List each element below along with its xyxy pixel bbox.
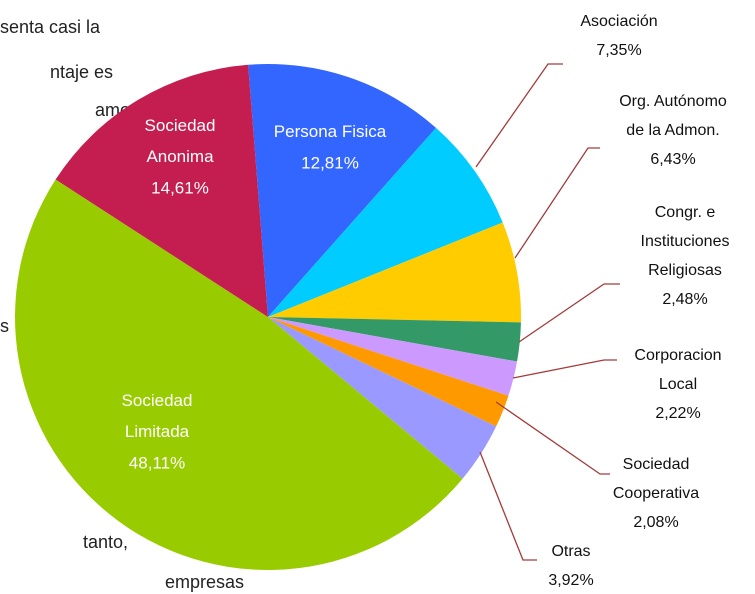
leader-line <box>512 359 617 379</box>
pie-slice <box>268 317 521 362</box>
value-label: 12,81% <box>301 153 359 172</box>
slice-label: Org. Autónomo de la Admon. <box>619 93 727 139</box>
value-label: 2,48% <box>662 291 707 308</box>
value-label: 2,08% <box>633 514 678 531</box>
slice-label: Sociedad Anonima <box>145 116 216 166</box>
pie-slice <box>268 127 503 317</box>
pie-slice <box>268 317 497 479</box>
slice-label: Persona Fisica <box>274 122 387 141</box>
label-line: Corporacion <box>634 347 721 364</box>
leader-line <box>475 63 563 168</box>
slice-label: Corporacion Local <box>634 347 721 393</box>
paragraph-fragment: empresas <box>165 572 244 592</box>
label-line: Instituciones <box>641 233 730 250</box>
value-label: 14,61% <box>151 178 209 197</box>
pie-slice <box>248 64 437 318</box>
leader-line <box>479 451 537 561</box>
leader-line <box>495 401 610 475</box>
paragraph-fragment: tanto, <box>83 532 128 552</box>
paragraph-fragment: ntaje es <box>50 62 113 82</box>
label-line: Sociedad <box>145 116 216 135</box>
label-line: Congr. e <box>655 204 716 221</box>
value-label: 6,43% <box>650 151 695 168</box>
slice-label: Otras <box>551 543 590 560</box>
label-line: Local <box>659 376 697 393</box>
pie-slice <box>268 222 521 323</box>
value-label: 48,11% <box>129 453 185 472</box>
pie-slice <box>268 317 518 396</box>
label-line: Persona Fisica <box>274 122 387 141</box>
paragraph-fragment: s <box>0 316 9 336</box>
value-label: 2,22% <box>655 405 700 422</box>
slice-label: Sociedad Cooperativa <box>613 456 699 502</box>
leader-line <box>514 147 600 259</box>
label-line: Otras <box>551 543 590 560</box>
label-line: Sociedad <box>623 456 690 473</box>
slice-label: Asociación <box>580 13 657 30</box>
label-line: Org. Autónomo <box>619 93 727 110</box>
slice-label: Congr. e Instituciones Religiosas <box>641 204 730 279</box>
label-line: Limitada <box>125 422 190 441</box>
leader-line <box>518 283 620 343</box>
label-line: Anonima <box>146 147 214 166</box>
pie-slice <box>268 317 509 427</box>
pie-slice <box>55 64 268 318</box>
label-line: Cooperativa <box>613 485 699 502</box>
label-line: Asociación <box>580 13 657 30</box>
value-label: 7,35% <box>596 42 641 59</box>
label-line: Sociedad <box>122 391 193 410</box>
pie-slice <box>14 179 463 571</box>
label-line: Religiosas <box>648 262 722 279</box>
value-label: 3,92% <box>548 572 593 589</box>
slice-label: Sociedad Limitada <box>122 391 193 441</box>
label-line: de la Admon. <box>626 122 719 139</box>
paragraph-fragment: senta casi la <box>0 17 101 37</box>
